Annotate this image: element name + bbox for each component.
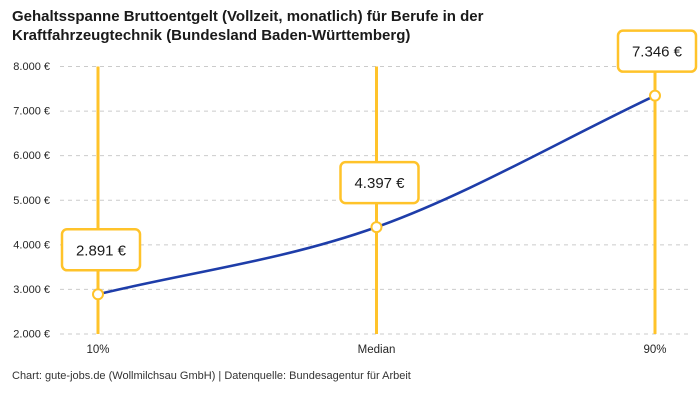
y-tick-label: 5.000 € [13,195,50,207]
value-callout-label-Median: 4.397 € [354,175,405,192]
y-tick-label: 4.000 € [13,239,50,251]
data-point-marker-10% [92,288,104,301]
chart-title-line-1: Gehaltsspanne Bruttoentgelt (Vollzeit, m… [12,8,484,25]
y-tick-label: 2.000 € [13,329,50,341]
chart-title: Gehaltsspanne Bruttoentgelt (Vollzeit, m… [12,7,632,45]
x-tick-label-90%: 90% [643,344,666,356]
value-callout-box-10% [60,228,142,272]
value-callout-box-Median [339,160,420,205]
x-tick-label-10%: 10% [86,344,109,356]
data-point-marker-90% [649,89,661,102]
chart-title-line-2: Kraftfahrzeugtechnik (Bundesland Baden-W… [12,27,411,44]
data-point-marker-Median [370,221,383,234]
y-tick-label: 8.000 € [13,61,50,73]
y-tick-label: 7.000 € [13,106,50,118]
x-tick-label-Median: Median [358,344,396,356]
value-callout-box-90% [616,29,698,73]
y-tick-label: 3.000 € [13,284,50,296]
value-callout-label-90%: 7.346 € [632,44,683,61]
chart-credit: Chart: gute-jobs.de (Wollmilchsau GmbH) … [12,370,411,382]
y-tick-label: 6.000 € [13,150,50,162]
value-callout-label-10%: 2.891 € [76,242,127,259]
